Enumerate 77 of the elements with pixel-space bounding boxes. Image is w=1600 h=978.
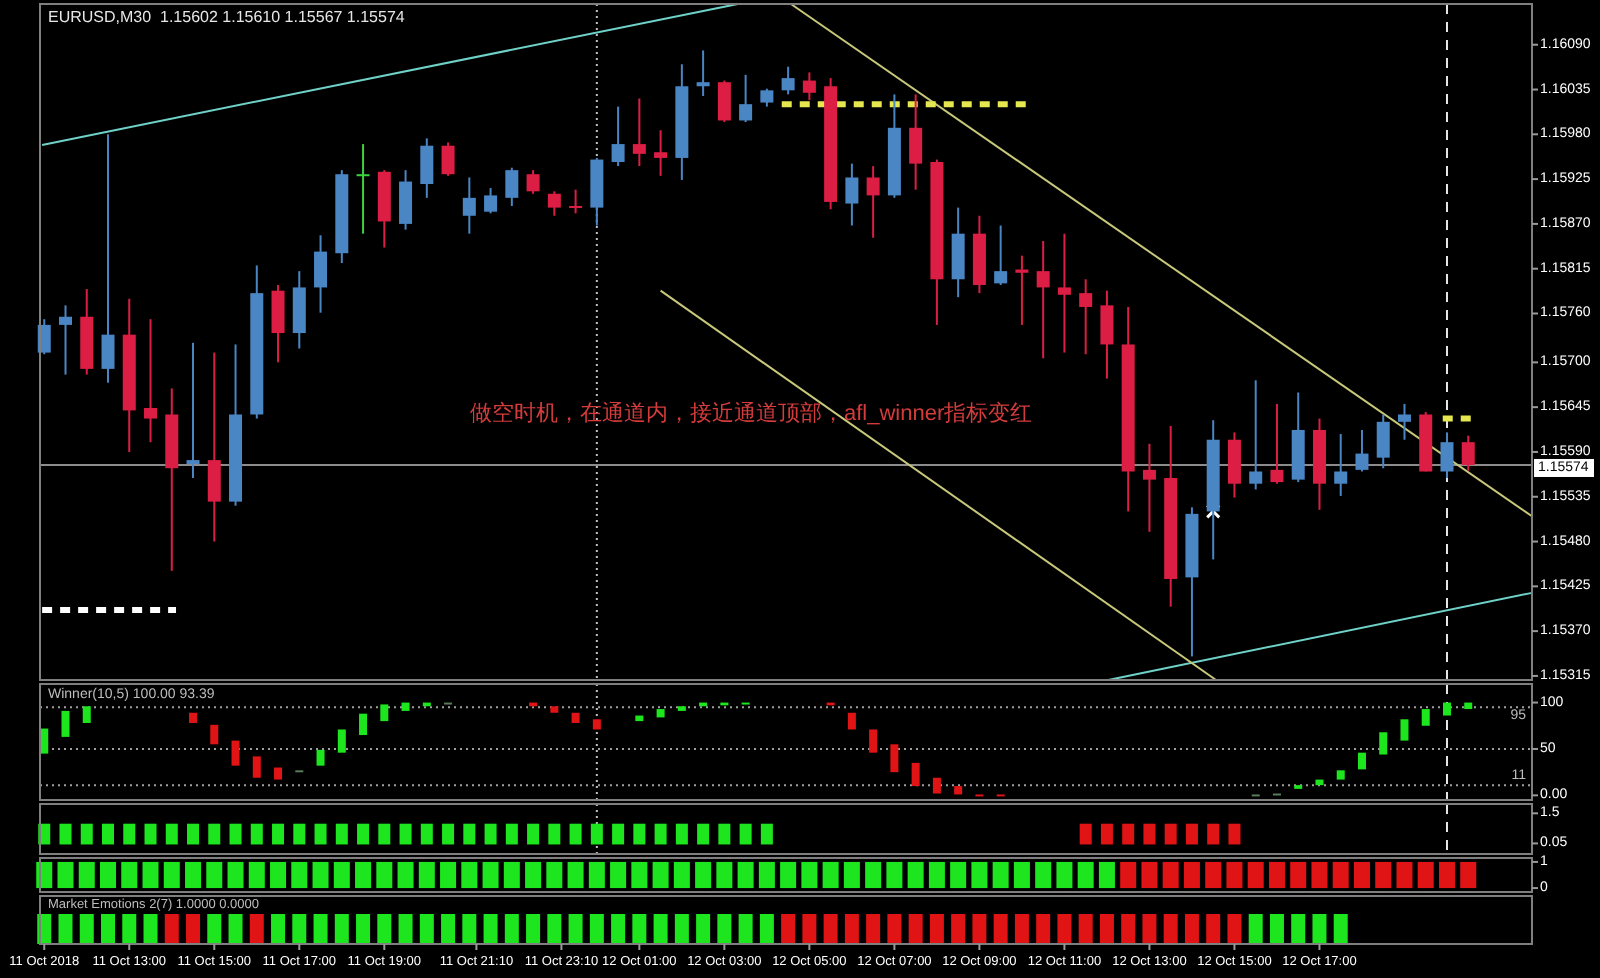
candlestick xyxy=(144,318,158,444)
candlestick xyxy=(1227,431,1241,499)
chart-title: EURUSD,M30 1.15602 1.15610 1.15567 1.15574 xyxy=(48,8,406,26)
bar xyxy=(954,786,963,795)
bar xyxy=(359,713,368,736)
candlestick xyxy=(1057,232,1071,354)
bar xyxy=(1421,709,1430,726)
candlestick xyxy=(59,304,72,376)
bar xyxy=(890,744,899,773)
bar xyxy=(274,767,283,780)
bar xyxy=(847,712,856,730)
candlestick xyxy=(1397,402,1411,441)
bar xyxy=(316,749,325,766)
candlestick xyxy=(569,188,583,215)
bar xyxy=(1400,719,1409,741)
candlestick xyxy=(1015,254,1029,326)
candlestick xyxy=(207,351,221,543)
candlestick xyxy=(505,166,519,207)
candlestick xyxy=(526,169,540,195)
candlestick xyxy=(739,73,753,124)
bar xyxy=(1379,732,1388,755)
candlestick xyxy=(271,283,285,364)
candlestick xyxy=(101,133,115,384)
candlestick xyxy=(356,143,370,235)
candlestick xyxy=(484,187,498,215)
candlestick xyxy=(462,176,476,235)
candlestick xyxy=(717,79,731,124)
candlestick xyxy=(399,169,413,231)
bar xyxy=(656,709,665,718)
candlestick xyxy=(951,206,965,299)
annotation: 做空时机，在通道内，接近通道顶部，afl_winner指标变红 xyxy=(470,400,1033,426)
candlestick xyxy=(292,270,306,350)
bar xyxy=(932,777,941,794)
bar xyxy=(337,729,346,753)
candlestick xyxy=(632,97,646,168)
bar xyxy=(571,712,580,723)
candlestick xyxy=(1440,431,1454,480)
bar xyxy=(1357,752,1366,770)
bar xyxy=(231,740,240,766)
bar xyxy=(592,719,601,730)
candlestick xyxy=(909,93,923,191)
candlestick xyxy=(1270,402,1284,485)
candlestick xyxy=(802,71,816,102)
bar xyxy=(82,706,91,723)
bar xyxy=(61,710,70,737)
bar xyxy=(1336,770,1345,780)
bar xyxy=(911,762,920,787)
candlestick xyxy=(1376,413,1390,470)
candlestick xyxy=(781,65,795,96)
bar xyxy=(1464,702,1473,710)
candlestick xyxy=(1142,442,1156,533)
candlestick xyxy=(314,234,328,314)
bar xyxy=(550,706,559,713)
candlestick xyxy=(696,49,710,98)
candlestick xyxy=(547,190,561,217)
candlestick xyxy=(994,224,1008,286)
bar xyxy=(1442,702,1451,716)
candlestick xyxy=(1100,289,1114,380)
candlestick xyxy=(441,141,455,177)
candlestick xyxy=(420,137,434,199)
candlestick xyxy=(654,129,668,177)
bar xyxy=(189,712,198,723)
bar xyxy=(210,724,219,745)
candlestick xyxy=(1461,434,1475,472)
candlestick xyxy=(611,105,625,168)
bar xyxy=(252,756,261,778)
candlestick xyxy=(1079,278,1093,356)
bar xyxy=(869,729,878,753)
candlestick xyxy=(1355,428,1369,473)
candlestick xyxy=(186,341,200,480)
bar xyxy=(401,702,410,711)
candlestick xyxy=(866,165,880,239)
candlestick xyxy=(1249,379,1263,491)
candlestick xyxy=(1334,433,1348,497)
bar xyxy=(380,704,389,722)
candlestick xyxy=(845,162,859,227)
candlestick xyxy=(1036,240,1050,360)
